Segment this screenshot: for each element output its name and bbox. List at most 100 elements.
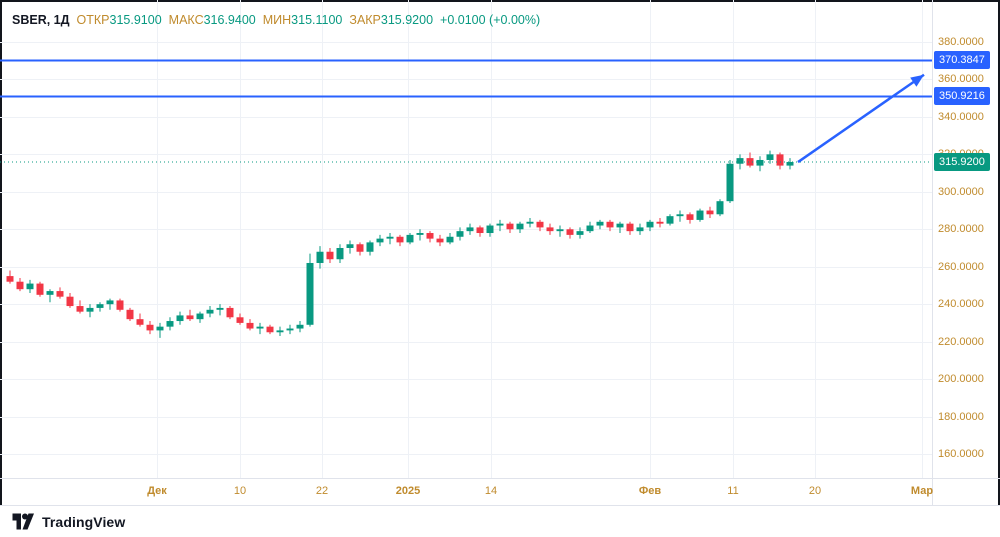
candle-body: [306, 262, 314, 325]
candle-body: [126, 309, 134, 320]
candle-body: [786, 162, 794, 166]
candle-body: [386, 236, 394, 239]
price-chart-canvas[interactable]: [0, 0, 932, 478]
candle-body: [606, 221, 614, 228]
candle-body: [656, 221, 664, 224]
candle-body: [566, 229, 574, 235]
candle-body: [36, 283, 44, 295]
footer: TradingView: [0, 505, 1000, 537]
ohlc-field-value: 315.1100: [291, 13, 343, 27]
tradingview-wordmark[interactable]: TradingView: [42, 513, 126, 530]
candle-body: [56, 291, 64, 297]
candle-body: [66, 296, 74, 307]
candle-body: [576, 231, 584, 235]
candle-body: [356, 244, 364, 252]
candle-body: [666, 216, 674, 224]
price-axis-label: 220.0000: [938, 335, 984, 348]
time-axis-label: 14: [484, 485, 498, 497]
candle-body: [76, 306, 84, 312]
candle-body: [526, 221, 534, 224]
candle-body: [196, 313, 204, 320]
time-axis-label: Фев: [638, 485, 662, 497]
price-label-badge[interactable]: 315.9200: [934, 153, 990, 171]
candle-body: [186, 315, 194, 320]
time-axis-label: 2025: [395, 485, 421, 497]
price-label-badge[interactable]: 370.3847: [934, 51, 990, 69]
candle-body: [136, 319, 144, 325]
candle-body: [696, 210, 704, 220]
trend-arrow-line[interactable]: [797, 73, 925, 164]
candle-body: [646, 221, 654, 228]
candle-body: [276, 330, 284, 333]
ohlc-field-label: ОТКР: [76, 13, 110, 27]
candle-body: [426, 233, 434, 239]
candle-body: [736, 158, 744, 164]
tradingview-logo-icon[interactable]: [12, 513, 35, 530]
ohlc-field: ЗАКР 315.9200: [349, 13, 433, 27]
ohlc-field-label: МИН: [262, 13, 292, 27]
candle-body: [166, 321, 174, 327]
candle-body: [686, 214, 694, 220]
candle-body: [16, 281, 24, 290]
symbol-title[interactable]: SBER, 1Д: [12, 13, 70, 27]
candle-body: [406, 234, 414, 243]
price-axis[interactable]: 380.0000360.0000340.0000320.0000300.0000…: [933, 0, 1000, 478]
candle-body: [216, 307, 224, 310]
price-axis-label: 280.0000: [938, 223, 984, 236]
candle-body: [726, 163, 734, 202]
price-axis-label: 160.0000: [938, 448, 984, 460]
candle-body: [716, 201, 724, 215]
ohlc-field: МАКС 316.9400: [169, 13, 256, 27]
symbol-legend: SBER, 1Д ОТКР 315.9100 МАКС 316.9400 МИН 315.…: [12, 13, 540, 27]
candle-body: [336, 248, 344, 260]
price-axis-label: 260.0000: [938, 260, 984, 273]
candle-body: [156, 326, 164, 331]
candle-body: [316, 251, 324, 263]
change-value: +0.0100 (+0.00%): [440, 13, 541, 27]
price-label-badge[interactable]: 350.9216: [934, 87, 990, 106]
candle-body: [516, 223, 524, 230]
candle-body: [506, 223, 514, 230]
candle-body: [486, 225, 494, 234]
candle-body: [206, 309, 214, 314]
candle-body: [556, 229, 564, 232]
candle-body: [436, 238, 444, 243]
ohlc-field-label: МАКС: [168, 13, 204, 27]
candle-body: [676, 214, 684, 217]
candle-body: [416, 233, 424, 235]
candle-body: [776, 154, 784, 166]
candle-body: [746, 158, 754, 166]
candle-body: [756, 159, 764, 166]
candle-body: [246, 322, 254, 329]
candle-body: [396, 236, 404, 243]
candle-body: [476, 227, 484, 234]
candle-body: [86, 307, 94, 312]
candle-body: [546, 227, 554, 232]
candle-body: [226, 307, 234, 318]
candle-body: [596, 221, 604, 226]
time-axis[interactable]: Дек 10 22 2025 14 Фев 11 20 Мар: [0, 479, 933, 505]
ohlc-field: ОТКР 315.9100: [77, 13, 162, 27]
candle-body: [366, 242, 374, 252]
candle-body: [626, 223, 634, 232]
ohlc-field: МИН 315.1100: [263, 13, 343, 27]
candle-body: [286, 328, 294, 331]
candle-body: [6, 276, 14, 282]
candle-body: [346, 244, 354, 248]
candle-body: [176, 315, 184, 322]
price-axis-label: 340.0000: [938, 110, 984, 123]
candle-body: [116, 300, 124, 310]
candle-body: [446, 236, 454, 243]
candle-body: [636, 227, 644, 232]
price-axis-border: [932, 0, 933, 505]
candle-body: [586, 225, 594, 232]
candle-body: [496, 223, 504, 226]
candle-body: [466, 227, 474, 232]
price-axis-label: 360.0000: [938, 73, 984, 86]
price-axis-label: 180.0000: [938, 410, 984, 423]
time-axis-label: 22: [315, 485, 329, 497]
candle-body: [456, 231, 464, 237]
time-axis-label: 10: [233, 485, 247, 497]
trend-arrow-head[interactable]: [910, 74, 924, 87]
